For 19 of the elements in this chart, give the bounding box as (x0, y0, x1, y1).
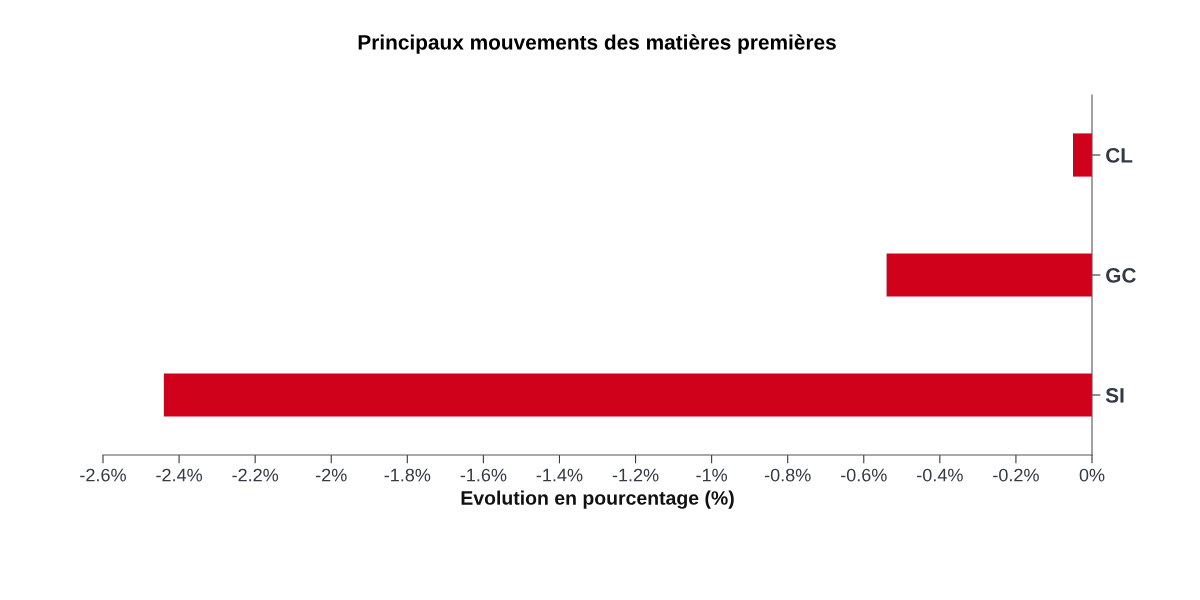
x-tick-label: -1.2% (612, 468, 659, 482)
x-tick-label: -1.8% (384, 468, 431, 482)
x-tick-label: -2% (315, 468, 347, 482)
x-tick-label: -0.8% (764, 468, 811, 482)
x-axis-title: Evolution en pourcentage (%) (461, 490, 734, 509)
y-tick-label: GC (1106, 268, 1136, 283)
x-tick-label: -0.2% (993, 468, 1039, 482)
chart-title: Principaux mouvements des matières premières (358, 34, 836, 54)
x-tick-label: 0% (1079, 468, 1105, 482)
x-tick-label: -2.2% (232, 468, 279, 482)
y-tick-label: SI (1105, 388, 1124, 403)
x-tick-label: -1.4% (536, 468, 583, 482)
x-tick-label: -2.4% (156, 468, 203, 482)
y-tick-label: CL (1106, 148, 1133, 163)
x-tick-label: -0.4% (917, 468, 963, 482)
x-tick-label: -0.6% (840, 468, 887, 482)
x-tick-label: -1% (696, 468, 728, 482)
x-tick-label: -1.6% (460, 468, 507, 482)
x-tick-label: -2.6% (80, 468, 126, 482)
